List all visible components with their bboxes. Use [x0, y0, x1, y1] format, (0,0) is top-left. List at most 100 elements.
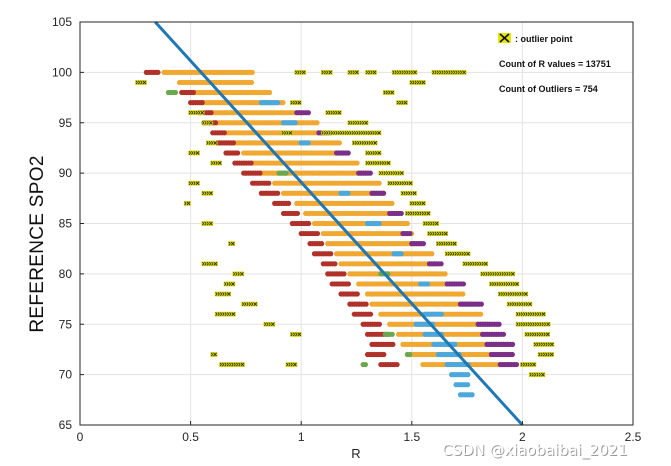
outlier-point-cross [239, 271, 244, 276]
regression-line-group [154, 20, 524, 427]
data-point [429, 251, 435, 257]
outlier-point-cross [328, 70, 333, 75]
annotation-count-r: Count of R values = 13751 [499, 59, 611, 69]
data-point [292, 120, 298, 126]
outlier-point-cross [399, 171, 404, 176]
legend: : outlier point Count of R values = 1375… [498, 33, 611, 94]
data-point [345, 190, 351, 196]
data-point [381, 351, 387, 358]
outlier-point-cross [466, 251, 470, 256]
outlier-point-cross [413, 70, 417, 75]
x-tick-label: 2.5 [625, 430, 642, 444]
data-point [155, 69, 161, 75]
outlier-point-cross [213, 141, 218, 145]
data-point [280, 100, 286, 106]
outlier-point-cross [364, 120, 369, 125]
x-tick-label: 0 [77, 430, 84, 444]
outlier-point-cross [240, 362, 245, 367]
outlier-point-cross [213, 352, 217, 357]
data-point [190, 89, 196, 96]
annotation-count-outliers: Count of Outliers = 754 [499, 84, 598, 94]
series-light-blue [258, 100, 475, 398]
data-point [376, 321, 382, 327]
data-point [285, 200, 292, 206]
outlier-point-cross [213, 261, 218, 266]
outlier-point-cross [226, 292, 231, 296]
x-tick-label: 1 [298, 430, 305, 444]
data-points [135, 69, 555, 398]
data-point [363, 301, 369, 307]
outlier-point-cross [483, 261, 488, 266]
data-point [376, 220, 382, 227]
outlier-point-cross [253, 302, 258, 306]
y-axis-label: REFERENCE SPO2 [27, 155, 48, 332]
x-axis-ticks: 0 0.5 1 1.5 2 2.5 [77, 421, 642, 444]
data-point [354, 291, 360, 297]
data-point [438, 311, 444, 317]
data-point [305, 140, 311, 146]
outlier-point-cross [301, 70, 306, 75]
outlier-point-cross [540, 372, 545, 377]
data-point [275, 190, 281, 196]
outlier-point-cross [426, 211, 431, 216]
data-point [314, 120, 320, 126]
outlier-point-cross [528, 302, 532, 306]
data-point [319, 241, 325, 247]
data-point [496, 321, 502, 327]
data-point [390, 341, 396, 347]
outlier-point-cross [297, 332, 302, 337]
y-tick-label: 95 [59, 116, 73, 130]
data-point [469, 392, 475, 398]
data-point [513, 361, 520, 368]
outlier-point-cross [452, 241, 457, 246]
data-point [367, 170, 373, 176]
data-point [345, 281, 352, 287]
data-point [460, 291, 466, 297]
data-point [199, 100, 205, 106]
outlier-point-cross [390, 90, 395, 95]
x-tick-label: 1.5 [403, 430, 420, 444]
data-point [230, 140, 237, 146]
outlier-point-cross [377, 151, 382, 155]
data-point [442, 271, 448, 277]
y-tick-label: 105 [52, 15, 72, 29]
x-axis-label: R [351, 446, 360, 461]
data-point [328, 251, 334, 257]
data-point [389, 331, 395, 337]
outlier-point-cross [354, 70, 359, 75]
outlier-point-cross [208, 221, 213, 226]
data-point [266, 89, 273, 96]
outlier-point-cross [421, 80, 426, 85]
outlier-point-cross [142, 80, 147, 85]
outlier-point-cross [195, 181, 200, 186]
data-point [354, 160, 360, 166]
outlier-point-cross [510, 271, 515, 276]
data-point [465, 382, 471, 388]
y-tick-label: 80 [59, 267, 73, 281]
data-point [425, 281, 431, 287]
regression-line [154, 20, 524, 427]
outlier-point-cross [443, 231, 448, 236]
outlier-point-cross [549, 352, 554, 357]
data-point [336, 140, 342, 146]
data-point [407, 230, 413, 237]
outlier-point-cross [208, 191, 213, 196]
data-point [460, 281, 467, 287]
data-point [398, 210, 404, 217]
y-tick-label: 100 [52, 65, 72, 79]
outlier-point-cross [546, 322, 551, 327]
data-point [341, 271, 347, 277]
data-point [407, 351, 413, 358]
data-point [509, 351, 515, 358]
data-point [478, 311, 484, 317]
outlier-point-cross [337, 110, 342, 115]
data-point [212, 120, 219, 126]
data-point [438, 261, 444, 267]
outlier-point-cross [297, 100, 302, 105]
outlier-point-cross [231, 312, 236, 317]
series-outliers [135, 70, 555, 377]
data-point [305, 110, 311, 116]
data-point [172, 89, 179, 96]
outlier-point-cross [403, 100, 408, 105]
